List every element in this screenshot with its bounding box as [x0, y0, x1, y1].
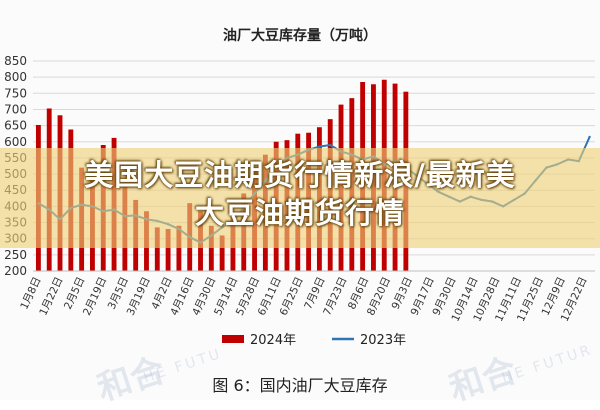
- bar-2024: [176, 225, 182, 271]
- overlay-headline-line2: 大豆油期货行情: [194, 196, 405, 230]
- legend-swatch-bar: [222, 335, 244, 343]
- legend-label: 2023年: [360, 333, 406, 348]
- bar-2024: [208, 225, 214, 271]
- y-tick-label: 700: [4, 102, 27, 116]
- point-2023: [318, 145, 321, 148]
- bar-2024: [165, 229, 171, 271]
- y-tick-label: 250: [4, 248, 27, 262]
- bar-2024: [154, 227, 160, 271]
- y-tick-label: 600: [4, 135, 27, 149]
- y-tick-label: 750: [4, 86, 27, 100]
- point-2023: [329, 143, 332, 147]
- point-2023: [588, 135, 591, 139]
- figure-caption: 图 6：国内油厂大豆库存: [212, 376, 388, 395]
- y-tick-label: 850: [4, 54, 27, 68]
- legend-label: 2024年: [250, 333, 296, 348]
- overlay-headline: 美国大豆油期货行情新浪/最新美 大豆油期货行情: [0, 156, 600, 232]
- overlay-banner: [0, 148, 600, 248]
- y-tick-label: 650: [4, 119, 27, 133]
- bar-2024: [219, 235, 225, 271]
- page: 油厂大豆库存量（万吨）20025030035040045050055060065…: [0, 27, 600, 410]
- chart-title: 油厂大豆库存量（万吨）: [223, 27, 377, 44]
- overlay-headline-line1: 美国大豆油期货行情新浪/最新美: [84, 158, 516, 192]
- y-tick-label: 800: [4, 70, 27, 84]
- y-tick-label: 200: [4, 264, 27, 278]
